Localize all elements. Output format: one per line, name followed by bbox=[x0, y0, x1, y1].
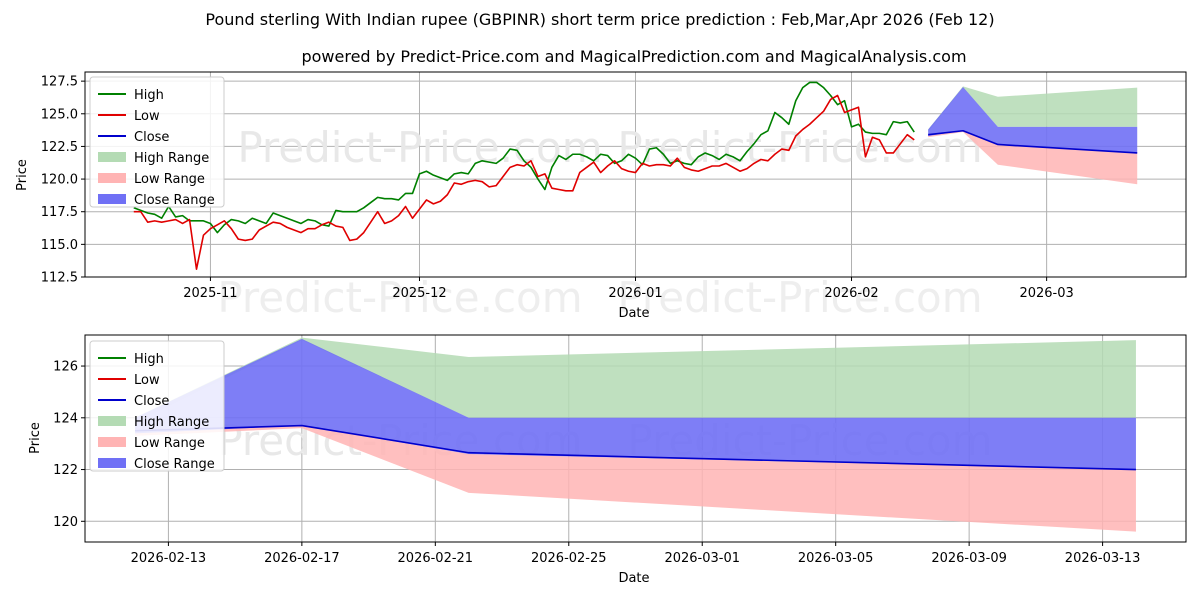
bottom-high-range-band bbox=[135, 337, 1136, 423]
bottom-legend-label-low: Low bbox=[134, 373, 160, 388]
bottom-xtick-label: 2026-03-09 bbox=[931, 551, 1007, 566]
top-panel: Predict-Price.com Predict-Price.com Pred… bbox=[15, 71, 1187, 322]
top-ytick-label: 127.5 bbox=[41, 75, 78, 90]
bottom-xtick-label: 2026-02-25 bbox=[531, 551, 607, 566]
top-ytick-label: 115.0 bbox=[41, 238, 78, 253]
bottom-ylabel: Price bbox=[28, 422, 43, 454]
bottom-xtick-label: 2026-02-21 bbox=[398, 551, 474, 566]
top-ytick-label: 125.0 bbox=[41, 107, 78, 122]
top-high-line bbox=[133, 81, 915, 234]
top-xlabel: Date bbox=[618, 306, 649, 321]
top-ytick-label: 117.5 bbox=[41, 205, 78, 220]
top-legend-label-close_range: Close Range bbox=[134, 193, 215, 208]
top-xtick-label: 2026-03 bbox=[1019, 286, 1073, 301]
top-ylabel: Price bbox=[15, 159, 30, 191]
bottom-ytick-label: 120 bbox=[53, 515, 78, 530]
top-legend-swatch-high_range bbox=[98, 152, 126, 162]
bottom-ytick-label: 124 bbox=[53, 411, 78, 426]
top-low-line bbox=[133, 94, 915, 270]
top-legend-label-high_range: High Range bbox=[134, 151, 209, 166]
top-ytick-label: 122.5 bbox=[41, 140, 78, 155]
top-legend-label-high: High bbox=[134, 88, 164, 103]
bottom-legend-swatch-low_range bbox=[98, 437, 126, 447]
top-xtick-label: 2026-01 bbox=[608, 286, 662, 301]
bottom-xtick-label: 2026-03-05 bbox=[798, 551, 874, 566]
bottom-legend-label-high: High bbox=[134, 352, 164, 367]
bottom-ytick-label: 126 bbox=[53, 360, 78, 375]
top-legend-label-low_range: Low Range bbox=[134, 172, 205, 187]
bottom-legend-swatch-close_range bbox=[98, 458, 126, 468]
top-xtick-label: 2025-11 bbox=[183, 286, 237, 301]
chart-subtitle: powered by Predict-Price.com and Magical… bbox=[301, 47, 966, 66]
bottom-xtick-label: 2026-03-13 bbox=[1065, 551, 1141, 566]
top-low-range-band bbox=[928, 130, 1138, 185]
bottom-xtick-label: 2026-02-17 bbox=[264, 551, 340, 566]
top-xtick-label: 2025-12 bbox=[392, 286, 446, 301]
top-watermark-1: Predict-Price.com bbox=[237, 123, 602, 172]
top-legend-label-close: Close bbox=[134, 130, 169, 145]
bottom-low-range-band bbox=[135, 425, 1136, 532]
top-ytick-label: 120.0 bbox=[41, 173, 78, 188]
top-xtick-label: 2026-02 bbox=[824, 286, 878, 301]
bottom-legend-label-close_range: Close Range bbox=[134, 457, 215, 472]
bottom-legend-label-low_range: Low Range bbox=[134, 436, 205, 451]
top-watermark-4: Predict-Price.com bbox=[617, 273, 982, 322]
bottom-plot-frame bbox=[84, 334, 1187, 543]
chart-title: Pound sterling With Indian rupee (GBPINR… bbox=[205, 10, 994, 29]
bottom-xlabel: Date bbox=[618, 571, 649, 586]
bottom-xtick-label: 2026-03-01 bbox=[664, 551, 740, 566]
top-ytick-label: 112.5 bbox=[41, 271, 78, 286]
bottom-legend-label-high_range: High Range bbox=[134, 415, 209, 430]
bottom-panel: Predict-Price.com Predict-Price.com 1201… bbox=[28, 334, 1187, 586]
top-high-range-band bbox=[928, 86, 1138, 133]
top-legend-swatch-low_range bbox=[98, 173, 126, 183]
top-legend-swatch-close_range bbox=[98, 194, 126, 204]
bottom-ytick-label: 122 bbox=[53, 463, 78, 478]
bottom-legend-label-close: Close bbox=[134, 394, 169, 409]
bottom-xtick-label: 2026-02-13 bbox=[131, 551, 207, 566]
top-legend-label-low: Low bbox=[134, 109, 160, 124]
top-watermark-3: Predict-Price.com bbox=[217, 273, 582, 322]
top-close-forecast-line bbox=[928, 129, 1138, 154]
bottom-legend-swatch-high_range bbox=[98, 416, 126, 426]
top-close-range-band bbox=[928, 87, 1138, 153]
bottom-close-range-band bbox=[135, 338, 1136, 470]
